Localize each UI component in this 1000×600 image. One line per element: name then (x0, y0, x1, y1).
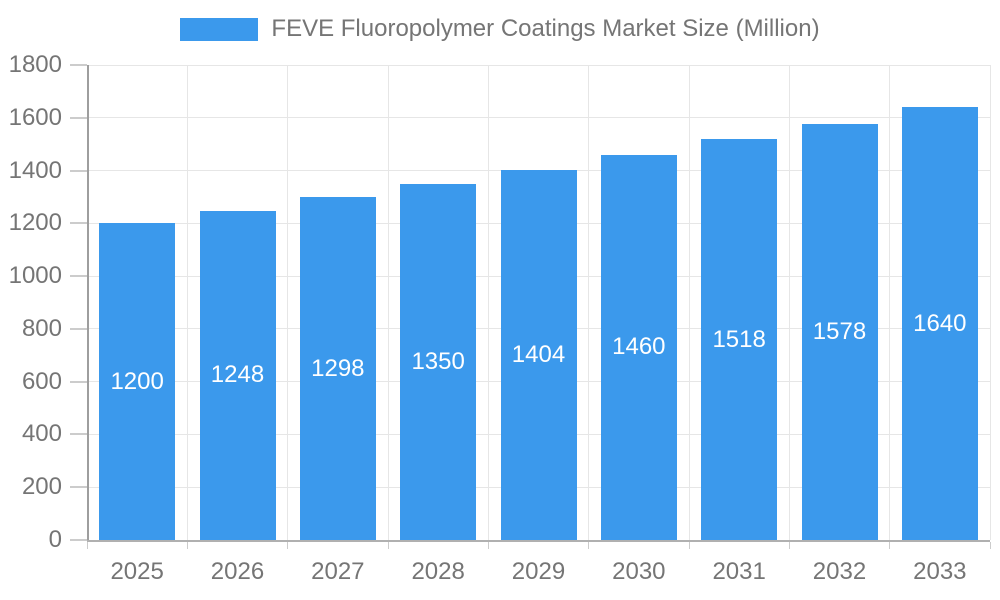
legend-color-swatch (180, 17, 259, 41)
y-axis-tick (70, 486, 87, 489)
y-axis-tick (70, 380, 87, 383)
v-gridline (487, 65, 489, 540)
bar[interactable]: 1298 (299, 197, 376, 540)
x-axis-label: 2027 (311, 558, 365, 585)
bar-value-label: 1518 (712, 325, 766, 353)
y-axis-line (87, 65, 89, 542)
y-axis-tick (70, 169, 87, 172)
bar-value-label: 1200 (110, 367, 164, 395)
x-axis-tick (287, 542, 289, 549)
legend[interactable]: FEVE Fluoropolymer Coatings Market Size … (0, 17, 1000, 41)
bar-value-label: 1640 (913, 309, 967, 337)
x-axis-tick (186, 542, 188, 549)
x-axis-label: 2032 (812, 558, 867, 585)
y-axis-label: 0 (48, 526, 62, 553)
y-axis-label: 1600 (8, 103, 62, 131)
legend-label: FEVE Fluoropolymer Coatings Market Size … (271, 15, 820, 42)
x-axis-tick (86, 542, 88, 549)
y-axis-tick (70, 116, 87, 119)
y-axis-label: 1800 (8, 51, 62, 78)
y-axis-label: 800 (21, 314, 62, 342)
x-axis-tick (788, 542, 790, 549)
y-axis-tick (70, 539, 87, 541)
bar[interactable]: 1460 (600, 154, 677, 540)
x-axis-tick (889, 542, 891, 549)
bar-value-label: 1298 (311, 354, 365, 382)
y-axis-tick (70, 222, 87, 225)
x-axis-label: 2026 (210, 558, 265, 585)
bar[interactable]: 1578 (801, 123, 878, 540)
x-axis-line (87, 540, 990, 542)
x-axis-label: 2025 (110, 558, 164, 585)
y-axis-tick (70, 433, 87, 436)
bar-value-label: 1350 (411, 347, 465, 375)
x-axis-tick (989, 542, 991, 549)
x-axis-label: 2030 (612, 558, 666, 585)
x-axis-label: 2028 (411, 558, 465, 585)
y-axis-tick (70, 64, 87, 66)
bar[interactable]: 1248 (199, 210, 276, 540)
x-axis-tick (387, 542, 389, 549)
v-gridline (889, 65, 891, 540)
bar[interactable]: 1640 (901, 107, 978, 540)
x-axis-label: 2029 (511, 558, 566, 585)
bar-value-label: 1578 (812, 317, 867, 345)
v-gridline (788, 65, 790, 540)
y-axis-label: 600 (21, 367, 62, 395)
bar-value-label: 1460 (612, 333, 666, 361)
bar[interactable]: 1518 (701, 139, 778, 540)
v-gridline (186, 65, 188, 540)
x-axis-tick (688, 542, 690, 549)
v-gridline (287, 65, 289, 540)
bar[interactable]: 1404 (500, 169, 577, 540)
y-axis-label: 1200 (8, 209, 62, 237)
y-axis-label: 1000 (8, 262, 62, 290)
bar[interactable]: 1200 (99, 223, 176, 540)
y-axis-label: 1400 (8, 156, 62, 184)
y-axis-tick (70, 327, 87, 330)
v-gridline (387, 65, 389, 540)
y-axis-label: 400 (21, 420, 62, 448)
v-gridline (989, 65, 991, 540)
y-axis-tick (70, 275, 87, 278)
bar-value-label: 1248 (210, 361, 265, 389)
x-axis-label: 2033 (913, 558, 967, 585)
x-axis-tick (487, 542, 489, 549)
x-axis-tick (588, 542, 590, 549)
bar-value-label: 1404 (511, 340, 566, 368)
y-axis-label: 200 (21, 473, 62, 501)
bar[interactable]: 1350 (400, 183, 477, 540)
h-gridline (87, 117, 990, 119)
h-gridline (87, 64, 990, 66)
v-gridline (588, 65, 590, 540)
v-gridline (688, 65, 690, 540)
x-axis-label: 2031 (712, 558, 766, 585)
